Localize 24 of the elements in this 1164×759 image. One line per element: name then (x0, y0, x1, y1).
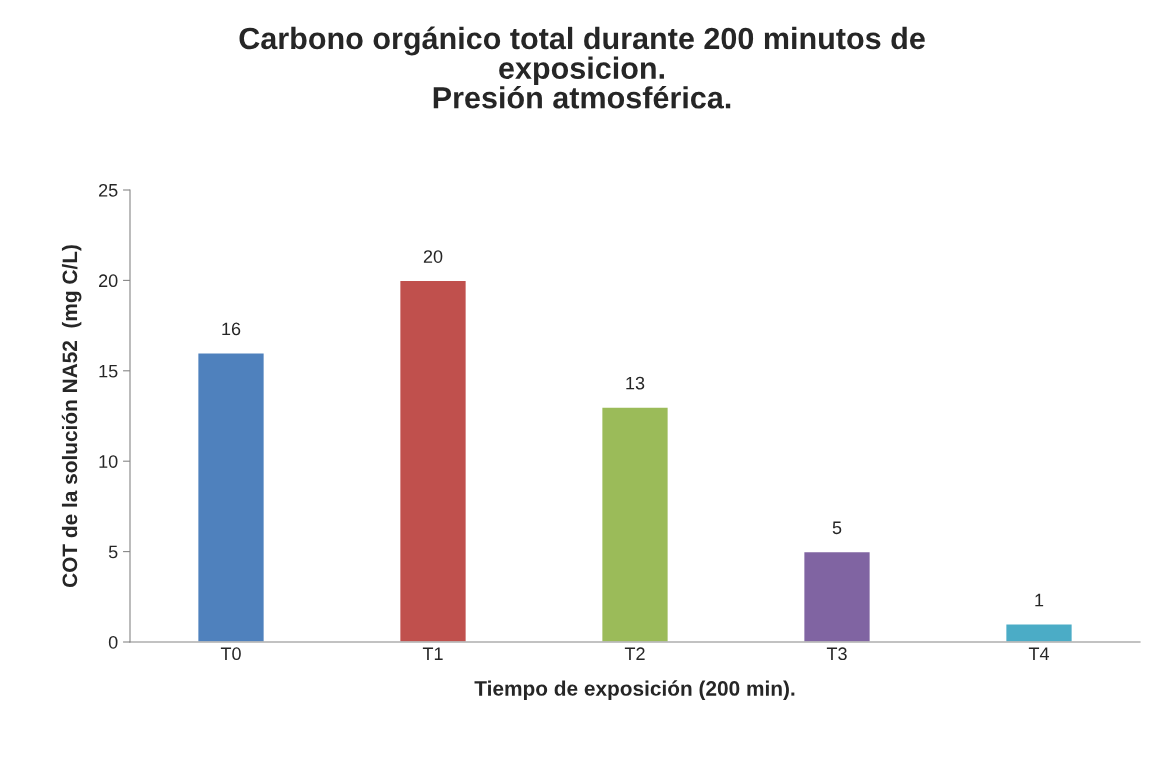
data-label: 20 (423, 250, 443, 263)
data-label: 13 (626, 376, 645, 390)
data-label: 16 (222, 322, 241, 336)
x-tick-label: T0 (220, 647, 241, 661)
bar (802, 550, 872, 642)
y-axis-title: COT de la solución NA52 (mg C/L) (61, 245, 82, 588)
x-axis-title: Tiempo de exposición (200 min). (474, 680, 795, 700)
y-tick-label: 20 (99, 274, 118, 288)
y-tick-label: 10 (99, 455, 118, 468)
y-tick-label: 25 (99, 183, 118, 197)
bar (1004, 623, 1074, 642)
x-tick-label: T1 (422, 647, 443, 660)
y-tick-label: 5 (108, 545, 118, 559)
x-tick-label: T4 (1028, 647, 1050, 660)
bar (398, 279, 468, 642)
bar (196, 352, 266, 642)
x-tick-label: T3 (826, 647, 847, 661)
y-tick-label: 0 (108, 635, 118, 649)
chart-title: Carbono orgánico total durante 200 minutos de exposicion. Presión atmosférica. (239, 26, 925, 109)
x-tick-label: T2 (624, 647, 645, 660)
bar (600, 406, 670, 642)
data-label: 1 (1035, 593, 1044, 607)
y-tick-label: 15 (99, 364, 118, 378)
data-label: 5 (832, 521, 842, 535)
